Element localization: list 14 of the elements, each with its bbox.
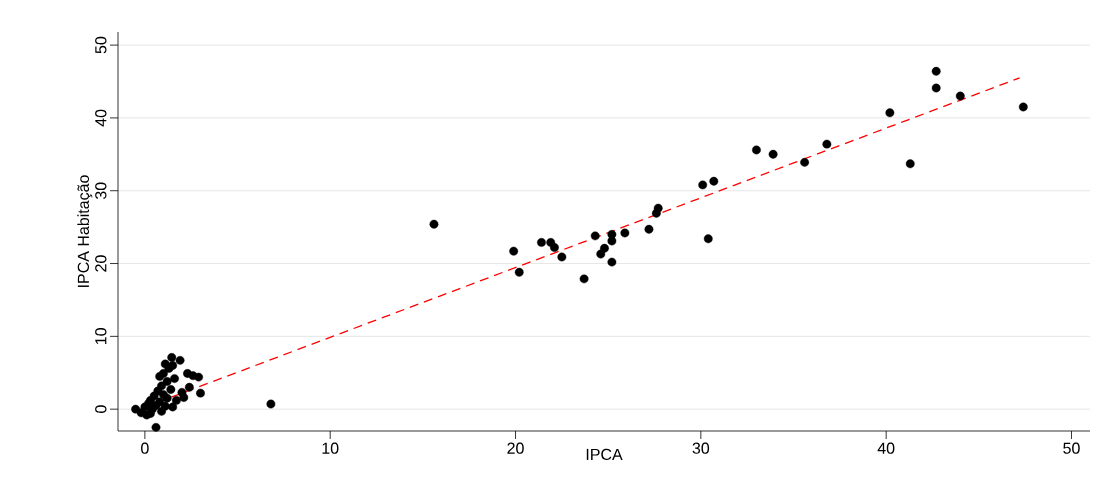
x-tick-label: 0 [141, 442, 149, 454]
x-tick-label: 20 [507, 442, 524, 454]
y-tick-label: 0 [95, 405, 107, 413]
x-axis-title: IPCA [586, 448, 623, 461]
y-tick-label: 40 [95, 109, 107, 127]
x-tick-label: 40 [877, 442, 895, 454]
x-tick-label: 30 [692, 442, 710, 454]
y-tick-label: 30 [95, 182, 107, 200]
x-tick-label: 50 [1063, 442, 1080, 454]
y-tick-label: 10 [95, 328, 107, 345]
y-axis-title: IPCA Habitação [77, 175, 93, 287]
x-tick-label: 10 [322, 442, 339, 454]
y-tick-label: 20 [95, 255, 107, 272]
y-tick-label: 50 [95, 36, 107, 54]
